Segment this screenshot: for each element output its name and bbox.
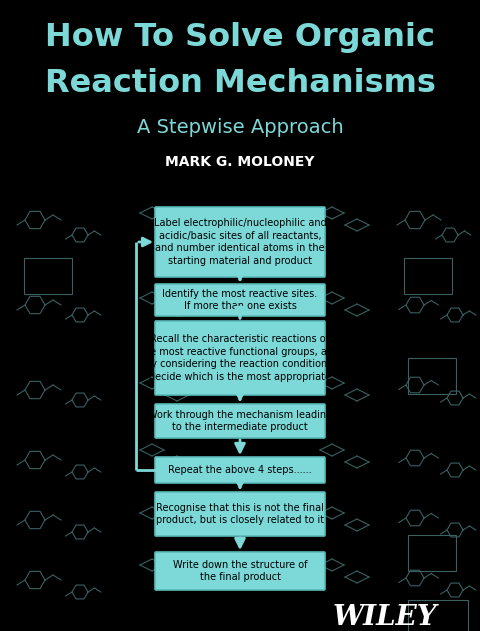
Text: Write down the structure of
the final product: Write down the structure of the final pr…	[173, 560, 307, 582]
Text: Reaction Mechanisms: Reaction Mechanisms	[45, 68, 435, 99]
FancyBboxPatch shape	[155, 457, 325, 483]
Text: Recognise that this is not the final
product, but is closely related to it: Recognise that this is not the final pro…	[156, 503, 324, 525]
Text: WILEY: WILEY	[333, 604, 437, 631]
Text: Recall the characteristic reactions of
the most reactive functional groups, and
: Recall the characteristic reactions of t…	[140, 334, 340, 382]
Text: Repeat the above 4 steps......: Repeat the above 4 steps......	[168, 465, 312, 475]
Text: How To Solve Organic: How To Solve Organic	[45, 22, 435, 53]
FancyBboxPatch shape	[155, 284, 325, 316]
FancyBboxPatch shape	[155, 552, 325, 590]
Text: Work through the mechanism leading
to the intermediate product: Work through the mechanism leading to th…	[148, 410, 332, 432]
Text: MARK G. MOLONEY: MARK G. MOLONEY	[165, 155, 315, 169]
FancyBboxPatch shape	[155, 207, 325, 277]
FancyBboxPatch shape	[155, 492, 325, 536]
FancyBboxPatch shape	[155, 404, 325, 438]
Text: Label electrophilic/nucleophilic and
acidic/basic sites of all reactants,
and nu: Label electrophilic/nucleophilic and aci…	[154, 218, 326, 266]
Text: A Stepwise Approach: A Stepwise Approach	[137, 118, 343, 137]
FancyBboxPatch shape	[155, 321, 325, 395]
Text: Identify the most reactive sites.
If more than one exists: Identify the most reactive sites. If mor…	[162, 289, 318, 311]
